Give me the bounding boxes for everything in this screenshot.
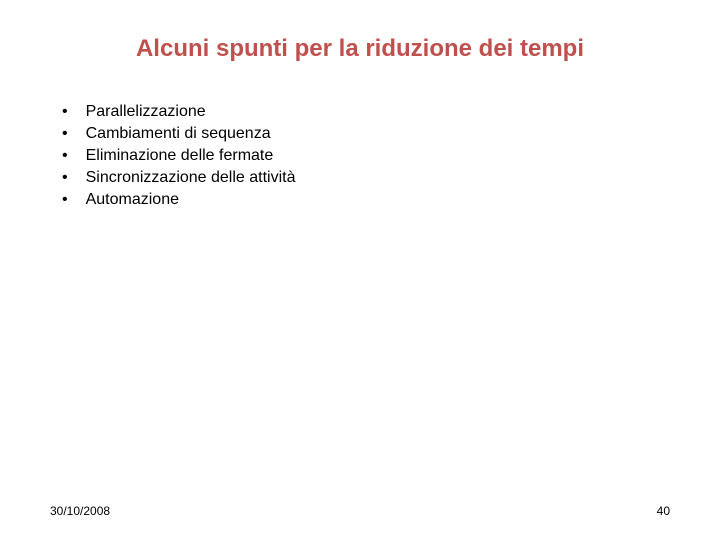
bullet-text: Parallelizzazione: [86, 103, 670, 121]
bullet-list: • Parallelizzazione • Cambiamenti di seq…: [50, 103, 670, 209]
footer-page-number: 40: [657, 504, 670, 518]
list-item: • Cambiamenti di sequenza: [62, 125, 670, 143]
bullet-icon: •: [62, 125, 68, 143]
footer-date: 30/10/2008: [50, 504, 110, 518]
slide-container: Alcuni spunti per la riduzione dei tempi…: [0, 0, 720, 540]
list-item: • Eliminazione delle fermate: [62, 147, 670, 165]
list-item: • Sincronizzazione delle attività: [62, 169, 670, 187]
list-item: • Parallelizzazione: [62, 103, 670, 121]
bullet-text: Eliminazione delle fermate: [86, 147, 670, 165]
bullet-icon: •: [62, 191, 68, 209]
slide-footer: 30/10/2008 40: [50, 504, 670, 518]
bullet-text: Sincronizzazione delle attività: [86, 169, 670, 187]
bullet-text: Cambiamenti di sequenza: [86, 125, 670, 143]
bullet-icon: •: [62, 169, 68, 187]
bullet-text: Automazione: [86, 191, 670, 209]
bullet-icon: •: [62, 147, 68, 165]
slide-title: Alcuni spunti per la riduzione dei tempi: [50, 35, 670, 63]
list-item: • Automazione: [62, 191, 670, 209]
bullet-icon: •: [62, 103, 68, 121]
